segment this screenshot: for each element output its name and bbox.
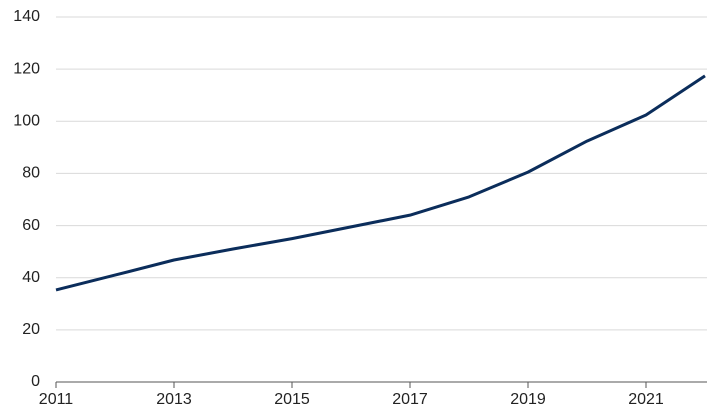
y-tick-label: 120: [13, 60, 40, 77]
y-tick-label: 140: [13, 8, 40, 25]
x-tick-label: 2011: [39, 391, 74, 408]
x-tick-label: 2019: [510, 391, 546, 408]
x-tick-label: 2017: [392, 391, 428, 408]
y-tick-label: 100: [13, 113, 40, 130]
y-tick-label: 40: [22, 269, 40, 286]
y-tick-label: 20: [22, 321, 40, 338]
y-tick-label: 60: [22, 217, 40, 234]
x-tick-label: 2013: [156, 391, 192, 408]
x-tick-label: 2015: [274, 391, 310, 408]
y-tick-label: 80: [22, 165, 40, 182]
data-line: [55, 74, 706, 292]
x-tick-label: 2021: [628, 391, 664, 408]
y-tick-label: 0: [31, 373, 40, 390]
